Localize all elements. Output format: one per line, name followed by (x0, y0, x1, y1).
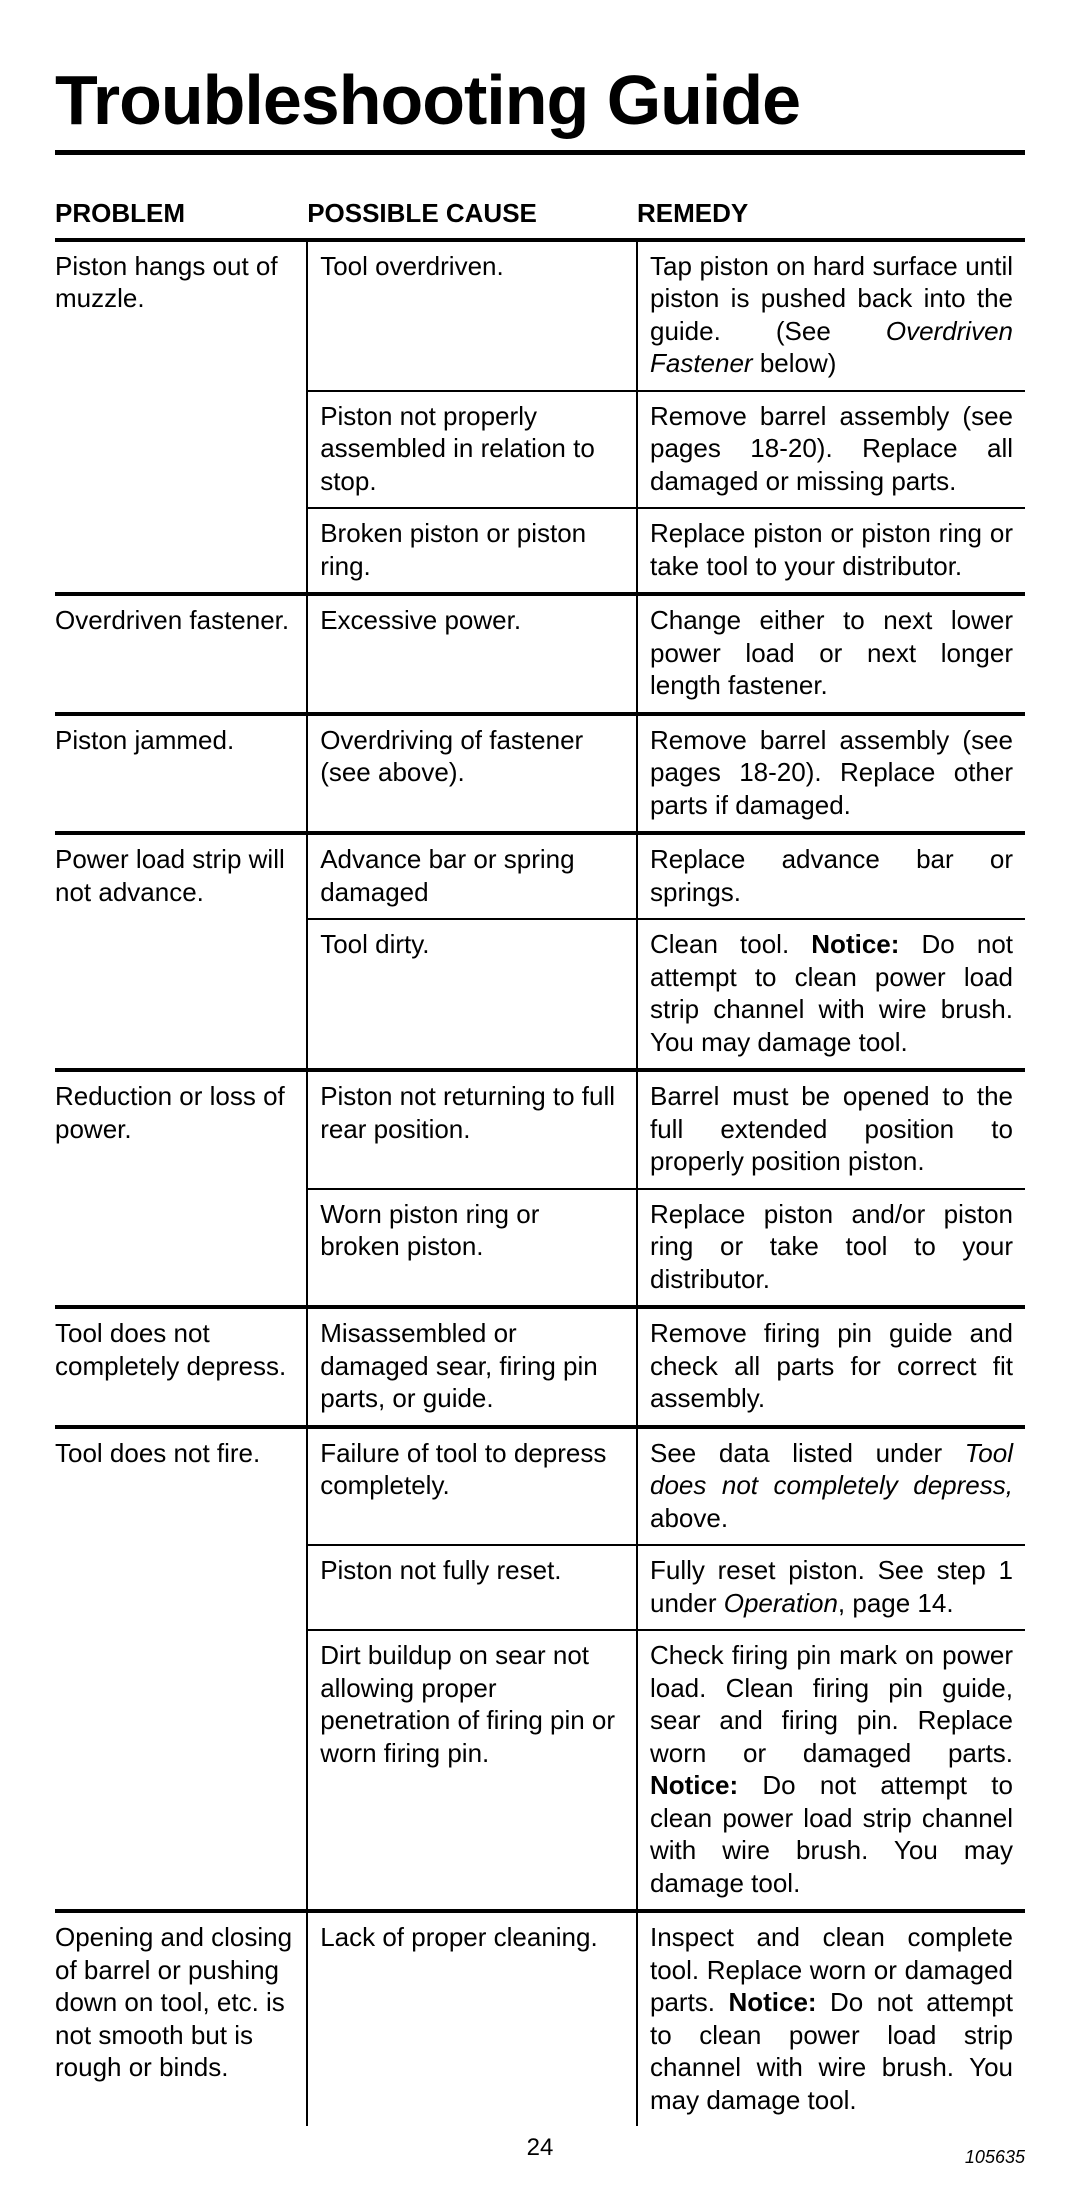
cell-remedy: Inspect and clean complete tool. Replace… (637, 1911, 1025, 2126)
table-row: Opening and closing of barrel or pushing… (55, 1911, 1025, 2126)
table-row: Piston not properly assembled in relatio… (55, 391, 1025, 509)
cell-problem: Reduction or loss of power. (55, 1070, 307, 1189)
cell-remedy: Tap piston on hard surface until piston … (637, 240, 1025, 391)
table-row: Piston jammed.Overdriving of fastener (s… (55, 714, 1025, 834)
cell-cause: Tool dirty. (307, 919, 637, 1070)
cell-problem (55, 919, 307, 1070)
column-header-remedy: REMEDY (637, 191, 1025, 240)
page-number: 24 (55, 2134, 1025, 2162)
cell-remedy: Remove firing pin guide and check all pa… (637, 1307, 1025, 1427)
cell-problem: Overdriven fastener. (55, 594, 307, 714)
cell-remedy: Replace advance bar or springs. (637, 833, 1025, 919)
cell-cause: Dirt buildup on sear not allowing proper… (307, 1630, 637, 1911)
page-container: Troubleshooting Guide PROBLEM POSSIBLE C… (0, 0, 1080, 2204)
cell-cause: Piston not properly assembled in relatio… (307, 391, 637, 509)
cell-cause: Misassembled or damaged sear, firing pin… (307, 1307, 637, 1427)
column-header-cause: POSSIBLE CAUSE (307, 191, 637, 240)
cell-problem (55, 1630, 307, 1911)
troubleshooting-table: PROBLEM POSSIBLE CAUSE REMEDY Piston han… (55, 191, 1025, 2126)
page-footer: 24 105635 (55, 2134, 1025, 2174)
cell-problem: Tool does not completely depress. (55, 1307, 307, 1427)
page-title: Troubleshooting Guide (55, 60, 1025, 155)
table-row: Reduction or loss of power.Piston not re… (55, 1070, 1025, 1189)
cell-problem: Piston hangs out of muzzle. (55, 240, 307, 391)
cell-cause: Broken piston or piston ring. (307, 508, 637, 594)
cell-problem (55, 1545, 307, 1630)
table-row: Overdriven fastener.Excessive power.Chan… (55, 594, 1025, 714)
cell-remedy: Change either to next lower power load o… (637, 594, 1025, 714)
cell-remedy: Replace piston or piston ring or take to… (637, 508, 1025, 594)
cell-remedy: Check firing pin mark on power load. Cle… (637, 1630, 1025, 1911)
table-row: Tool does not fire.Failure of tool to de… (55, 1427, 1025, 1546)
cell-remedy: Replace piston and/or piston ring or tak… (637, 1189, 1025, 1308)
cell-cause: Piston not returning to full rear positi… (307, 1070, 637, 1189)
spacer (55, 173, 1025, 191)
cell-remedy: Fully reset piston. See step 1 under Ope… (637, 1545, 1025, 1630)
cell-problem: Tool does not fire. (55, 1427, 307, 1546)
cell-remedy: See data listed under Tool does not comp… (637, 1427, 1025, 1546)
cell-problem: Opening and closing of barrel or pushing… (55, 1911, 307, 2126)
cell-problem: Piston jammed. (55, 714, 307, 834)
table-row: Broken piston or piston ring.Replace pis… (55, 508, 1025, 594)
table-row: Power load strip will not advance.Advanc… (55, 833, 1025, 919)
document-id: 105635 (965, 2147, 1025, 2168)
table-header-row: PROBLEM POSSIBLE CAUSE REMEDY (55, 191, 1025, 240)
cell-problem (55, 391, 307, 509)
cell-cause: Advance bar or spring damaged (307, 833, 637, 919)
cell-remedy: Barrel must be opened to the full extend… (637, 1070, 1025, 1189)
cell-cause: Worn piston ring or broken piston. (307, 1189, 637, 1308)
cell-cause: Piston not fully reset. (307, 1545, 637, 1630)
cell-cause: Lack of proper cleaning. (307, 1911, 637, 2126)
cell-problem (55, 508, 307, 594)
cell-cause: Overdriving of fastener (see above). (307, 714, 637, 834)
cell-cause: Failure of tool to depress completely. (307, 1427, 637, 1546)
table-row: Tool dirty.Clean tool. Notice: Do not at… (55, 919, 1025, 1070)
cell-cause: Tool overdriven. (307, 240, 637, 391)
cell-remedy: Remove barrel assembly (see pages 18-20)… (637, 391, 1025, 509)
column-header-problem: PROBLEM (55, 191, 307, 240)
table-row: Worn piston ring or broken piston.Replac… (55, 1189, 1025, 1308)
cell-problem: Power load strip will not advance. (55, 833, 307, 919)
table-row: Dirt buildup on sear not allowing proper… (55, 1630, 1025, 1911)
cell-remedy: Remove barrel assembly (see pages 18-20)… (637, 714, 1025, 834)
cell-remedy: Clean tool. Notice: Do not attempt to cl… (637, 919, 1025, 1070)
cell-cause: Excessive power. (307, 594, 637, 714)
cell-problem (55, 1189, 307, 1308)
table-row: Piston hangs out of muzzle.Tool overdriv… (55, 240, 1025, 391)
table-row: Piston not fully reset.Fully reset pisto… (55, 1545, 1025, 1630)
table-row: Tool does not completely depress.Misasse… (55, 1307, 1025, 1427)
